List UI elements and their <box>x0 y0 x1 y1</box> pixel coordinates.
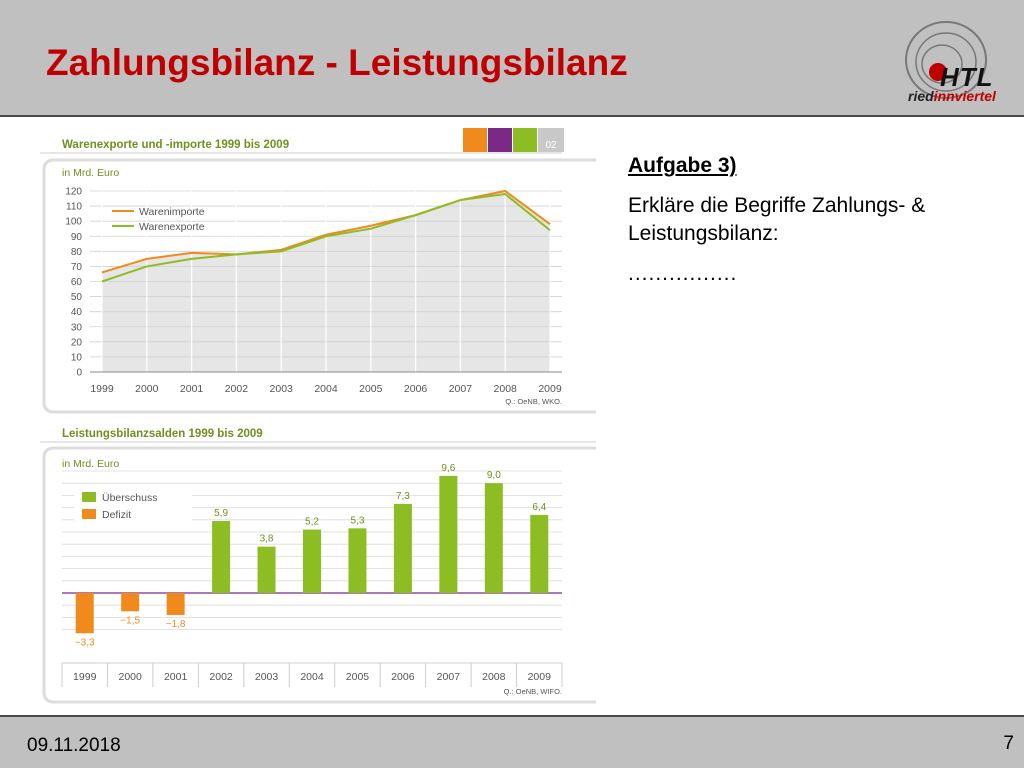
bar-value-label: 9,6 <box>441 463 455 474</box>
bar-value-label: 5,2 <box>305 517 319 528</box>
line-chart-y-tick: 40 <box>71 307 83 318</box>
bar-chart-x-tick: 2006 <box>391 671 415 683</box>
line-chart-y-tick: 90 <box>71 232 83 243</box>
color-swatch-purple <box>488 128 512 152</box>
bar-legend-label: Überschuss <box>102 492 157 504</box>
line-chart-x-tick: 2002 <box>225 383 249 395</box>
bar-chart-x-tick: 1999 <box>73 671 97 683</box>
line-chart-x-tick: 2001 <box>180 383 204 395</box>
bar-chart-x-tick: 2004 <box>300 671 324 683</box>
bar-value-label: 5,3 <box>351 515 365 526</box>
bar-chart-x-tick: 2008 <box>482 671 506 683</box>
line-chart-x-tick: 2009 <box>538 383 562 395</box>
bar-2005 <box>348 528 367 593</box>
line-chart-x-tick: 2005 <box>359 383 383 395</box>
bar-chart-x-tick: 2002 <box>209 671 233 683</box>
task-text: Erkläre die Begriffe Zahlungs- & Leistun… <box>628 194 926 245</box>
line-chart-x-tick: 2006 <box>404 383 428 395</box>
color-swatch-orange <box>463 128 487 152</box>
bar-2008 <box>484 483 503 593</box>
bar-chart-unit: in Mrd. Euro <box>62 458 119 470</box>
bar-chart-x-tick: 2005 <box>346 671 370 683</box>
slide-header: Zahlungsbilanz - Leistungsbilanz HTL rie… <box>0 0 1024 117</box>
bar-chart-x-tick: 2001 <box>164 671 188 683</box>
line-chart-y-tick: 10 <box>71 352 83 363</box>
bar-chart-source: Q.: OeNB, WIFO. <box>504 687 562 696</box>
page-number: 7 <box>1003 733 1014 754</box>
line-chart-y-tick: 50 <box>71 292 83 303</box>
bar-value-label: −1,8 <box>166 619 186 630</box>
logo-main-text: HTL <box>940 62 994 92</box>
line-chart-y-tick: 30 <box>71 322 83 333</box>
bar-chart-x-tick: 2009 <box>528 671 552 683</box>
bar-value-label: 7,3 <box>396 491 410 502</box>
bar-2004 <box>303 529 321 593</box>
bar-chart-frame <box>42 446 596 704</box>
bar-chart-title: Leistungsbilanzsalden 1999 bis 2009 <box>62 428 263 440</box>
line-chart-y-tick: 0 <box>76 368 82 379</box>
line-chart-unit: in Mrd. Euro <box>62 167 119 179</box>
logo-sub-text: riedinnviertel <box>908 88 996 104</box>
line-chart-x-tick: 1999 <box>90 383 114 395</box>
bar-legend-label: Defizit <box>102 509 131 521</box>
bar-1999 <box>75 593 94 634</box>
bar-chart-x-tick: 2007 <box>437 671 461 683</box>
slide-title: Zahlungsbilanz - Leistungsbilanz <box>46 42 628 83</box>
charts-svg: Warenexporte und -importe 1999 bis 2009 0… <box>40 128 596 704</box>
line-chart-y-tick: 20 <box>71 337 83 348</box>
line-chart-y-tick: 120 <box>65 187 82 198</box>
logo-graphic <box>905 21 987 99</box>
line-chart-x-tick: 2007 <box>449 383 473 395</box>
htl-logo: HTL riedinnviertel <box>896 14 1020 110</box>
bar-2001 <box>166 593 185 615</box>
slide-footer: 09.11.2018 7 <box>0 715 1024 768</box>
line-legend-label: Warenimporte <box>139 206 205 218</box>
color-swatch-green <box>513 128 537 152</box>
bar-2002 <box>212 521 231 593</box>
bar-legend-swatch <box>82 492 96 502</box>
line-series-exports <box>101 192 551 283</box>
bar-value-label: −3,3 <box>75 637 95 648</box>
bar-chart-x-tick: 2003 <box>255 671 279 683</box>
line-chart-y-tick: 60 <box>71 277 83 288</box>
line-chart-x-tick: 2008 <box>494 383 518 395</box>
section-number-box <box>538 128 564 152</box>
line-chart-frame <box>42 158 596 414</box>
line-chart-x-tick: 2004 <box>314 383 338 395</box>
line-chart-y-tick: 110 <box>66 202 82 213</box>
bar-legend-swatch <box>82 509 96 519</box>
footer-date: 09.11.2018 <box>27 735 121 756</box>
line-chart-source: Q.: OeNB, WKO. <box>505 397 562 406</box>
line-chart-y-tick: 70 <box>71 262 83 273</box>
bar-value-label: 9,0 <box>487 470 501 481</box>
line-chart-y-tick: 80 <box>71 247 83 258</box>
line-chart-x-tick: 2000 <box>135 383 159 395</box>
logo-sub-part1: ried <box>908 88 934 104</box>
task-answer-dots: ................ <box>628 262 738 285</box>
bar-value-label: 5,9 <box>214 508 228 519</box>
bar-2007 <box>439 475 458 593</box>
line-chart-title: Warenexporte und -importe 1999 bis 2009 <box>62 139 289 151</box>
chart-area: Warenexporte und -importe 1999 bis 2009 0… <box>40 120 600 710</box>
bar-value-label: 3,8 <box>260 534 274 545</box>
task-heading: Aufgabe 3) <box>628 154 737 177</box>
bar-2003 <box>257 546 276 593</box>
line-legend-label: Warenexporte <box>139 221 205 233</box>
bar-value-label: −1,5 <box>120 615 140 626</box>
logo-sub-part2: innviertel <box>933 88 996 104</box>
section-number: 02 <box>545 140 557 151</box>
bar-2009 <box>530 514 549 593</box>
line-chart-x-tick: 2003 <box>270 383 294 395</box>
bar-chart-x-tick: 2000 <box>119 671 143 683</box>
line-chart-y-tick: 100 <box>65 217 82 228</box>
bar-2000 <box>121 593 140 612</box>
bar-value-label: 6,4 <box>532 502 546 513</box>
task-box: Aufgabe 3) Erkläre die Begriffe Zahlungs… <box>628 154 1008 286</box>
bar-2006 <box>393 503 412 593</box>
